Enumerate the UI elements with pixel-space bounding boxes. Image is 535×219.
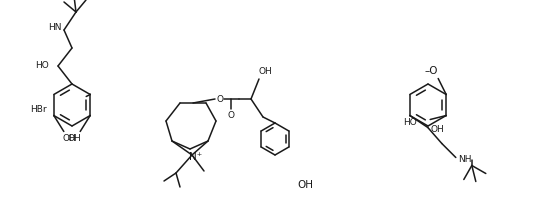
Text: O: O [217, 95, 224, 104]
Text: HN: HN [49, 23, 62, 32]
Text: HBr: HBr [29, 106, 47, 115]
Text: HO: HO [35, 62, 49, 71]
Text: OH: OH [67, 134, 81, 143]
Text: N⁺: N⁺ [189, 152, 203, 162]
Text: O: O [227, 111, 234, 120]
Text: –O: –O [424, 67, 438, 76]
Text: OH: OH [63, 134, 77, 143]
Text: NH: NH [458, 155, 471, 164]
Text: OH: OH [258, 67, 272, 76]
Text: OH: OH [297, 180, 313, 190]
Text: HO: HO [403, 118, 417, 127]
Text: OH: OH [431, 125, 445, 134]
